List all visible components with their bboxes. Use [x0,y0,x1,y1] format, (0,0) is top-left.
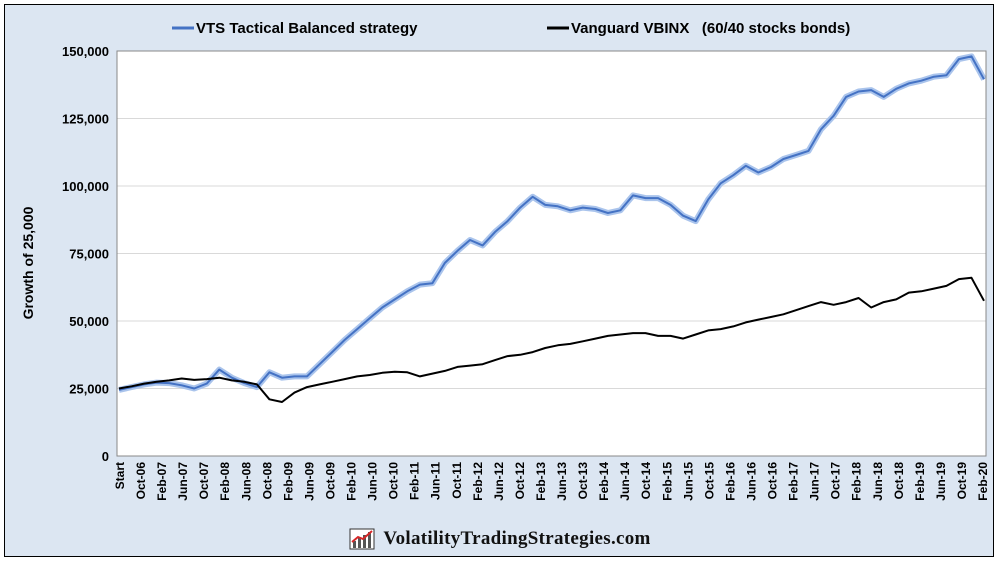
x-tick-label: Feb-17 [787,462,801,501]
x-tick-label: Feb-16 [723,462,737,501]
legend-label-vts: VTS Tactical Balanced strategy [196,20,418,37]
x-tick-label: Oct-18 [892,462,906,500]
x-tick-label: Feb-14 [597,462,611,501]
x-tick-label: Jun-13 [555,462,569,501]
plot-border [116,50,987,457]
x-tick-label: Jun-17 [808,462,822,501]
x-tick-label: Oct-17 [829,462,843,500]
x-tick-label: Feb-12 [471,462,485,501]
x-tick-label: Start [113,462,127,489]
x-tick-label: Oct-08 [260,462,274,500]
x-tick-label: Jun-19 [934,462,948,501]
x-tick-label: Oct-07 [197,462,211,500]
legend-label-vbinx: Vanguard VBINX (60/40 stocks bonds) [571,20,850,37]
y-tick-label: 25,000 [69,382,109,397]
x-tick-label: Jun-08 [239,462,253,501]
x-tick-label: Oct-16 [766,462,780,500]
x-tick-label: Oct-15 [702,462,716,500]
x-tick-label: Jun-16 [744,462,758,501]
x-tick-label: Feb-20 [976,462,990,501]
x-tick-label: Oct-19 [955,462,969,500]
x-tick-label: Feb-15 [660,462,674,501]
x-tick-label: Oct-10 [387,462,401,500]
x-axis-ticks: Start Oct-06 Feb-07 Jun-07 Oct-07 Feb-08 Jun-0… [113,462,990,501]
series-lines [118,53,987,403]
y-tick-label: 100,000 [62,179,109,194]
x-tick-label: Oct-14 [639,462,653,500]
x-tick-label: Feb-08 [218,462,232,501]
series-line-vts [118,55,985,391]
x-tick-label: Feb-13 [534,462,548,501]
footer: VolatilityTradingStrategies.com [0,524,1000,554]
x-tick-label: Oct-11 [450,462,464,499]
y-tick-label: 50,000 [69,314,109,329]
x-tick-label: Jun-10 [366,462,380,501]
x-tick-label: Oct-13 [576,462,590,500]
series-line-vbinx [118,276,985,403]
x-tick-label: Jun-14 [618,462,632,501]
x-tick-label: Oct-06 [134,462,148,500]
x-tick-label: Jun-07 [176,462,190,501]
x-tick-label: Feb-18 [850,462,864,501]
x-tick-label: Oct-09 [323,462,337,500]
y-axis-ticks: 0 25,000 50,000 75,000 100,000 125,000 150,000 [62,44,109,464]
x-tick-label: Jun-12 [492,462,506,501]
y-tick-label: 150,000 [62,44,109,59]
y-tick-label: 0 [102,449,109,464]
chart-logo-icon [349,528,375,550]
footer-site-name: VolatilityTradingStrategies.com [383,528,651,549]
legend: VTS Tactical Balanced strategy Vanguard … [172,20,850,37]
x-tick-label: Feb-07 [155,462,169,501]
y-tick-label: 75,000 [69,247,109,262]
x-tick-label: Jun-11 [429,462,443,500]
y-axis-label: Growth of 25,000 [20,206,36,319]
y-tick-label: 125,000 [62,112,109,127]
x-tick-label: Jun-18 [871,462,885,501]
x-tick-label: Jun-15 [681,462,695,501]
x-tick-label: Oct-12 [513,462,527,500]
x-tick-label: Feb-19 [913,462,927,501]
x-tick-label: Feb-11 [408,462,422,500]
x-tick-label: Feb-10 [345,462,359,501]
x-tick-label: Jun-09 [302,462,316,501]
x-tick-label: Feb-09 [281,462,295,501]
